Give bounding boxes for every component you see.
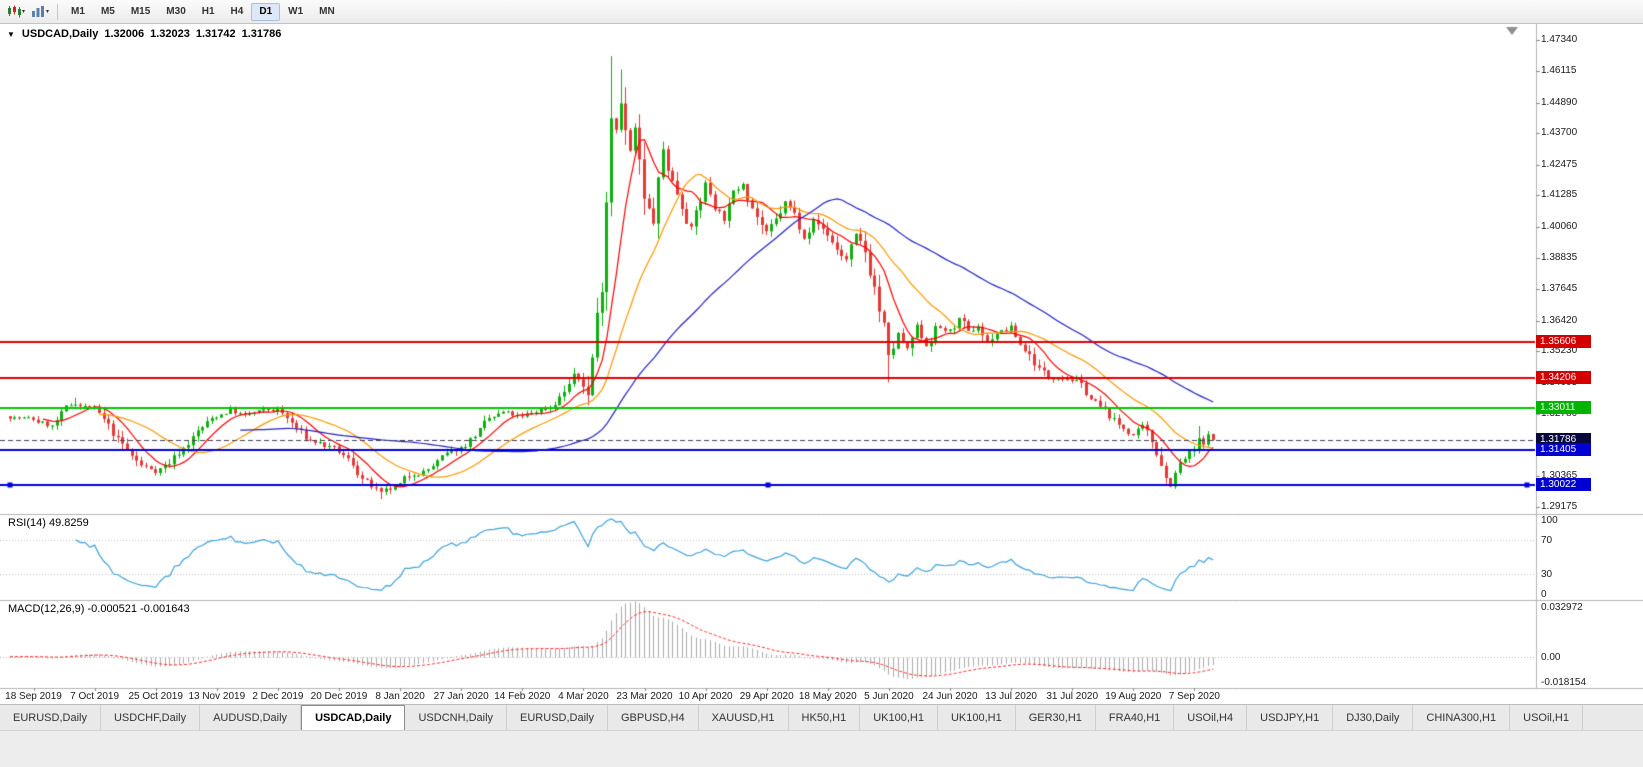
dropdown-arrow-icon: ▾	[46, 8, 50, 15]
price-scale-tick: 1.43700	[1541, 127, 1578, 139]
chart-window: ▼ USDCAD,Daily 1.32006 1.32023 1.31742 1…	[0, 24, 1643, 704]
date-label: 8 Jan 2020	[375, 691, 425, 702]
rsi-value: 49.8259	[48, 517, 89, 529]
timeframe-toolbar: M1 M5 M15 M30 H1 H4 D1 W1 MN	[63, 2, 343, 21]
price-level-label-1-35606: 1.35606	[1536, 334, 1591, 348]
new-chart-icon[interactable]: ▾	[4, 3, 28, 20]
chart-tab-uk100-h1[interactable]: UK100,H1	[937, 705, 1016, 730]
date-label: 2 Dec 2019	[252, 691, 304, 702]
date-label: 13 Jul 2020	[985, 691, 1037, 702]
date-label: 10 Apr 2020	[678, 691, 733, 702]
macd-name: MACD(12,26,9)	[8, 603, 85, 615]
chart-tab-usoil-h4[interactable]: USOil,H4	[1174, 705, 1248, 730]
timeframe-w1[interactable]: W1	[288, 5, 304, 17]
price-scale-tick: 1.41285	[1541, 189, 1578, 201]
macd-value: -0.000521 -0.001643	[87, 603, 190, 615]
ohlc-low: 1.31742	[195, 28, 236, 40]
price-level-label-1-30022: 1.30022	[1536, 478, 1591, 492]
chart-tab-china300-h1[interactable]: CHINA300,H1	[1413, 705, 1511, 730]
one-click-trading-arrow-icon[interactable]: ▼	[7, 29, 15, 39]
chart-tab-usdcad-daily[interactable]: USDCAD,Daily	[301, 705, 406, 730]
ohlc-close: 1.31786	[241, 28, 282, 40]
price-level-label-1-34206: 1.34206	[1536, 370, 1591, 384]
date-label: 31 Jul 2020	[1046, 691, 1099, 702]
price-scale-tick: 1.40060	[1541, 220, 1578, 232]
timeframe-m1[interactable]: M1	[71, 5, 85, 17]
chart-tab-usdcnh-daily[interactable]: USDCNH,Daily	[405, 705, 508, 730]
price-scale-tick: 1.44890	[1541, 96, 1578, 108]
macd-scale-tick: -0.018154	[1541, 677, 1587, 688]
chart-tab-xauusd-h1[interactable]: XAUUSD,H1	[698, 705, 789, 730]
date-label: 18 Sep 2019	[5, 691, 62, 702]
chart-tab-usdjpy-h1[interactable]: USDJPY,H1	[1247, 705, 1334, 730]
date-label: 24 Jun 2020	[922, 691, 978, 702]
chart-tab-eurusd-daily[interactable]: EURUSD,Daily	[0, 705, 101, 730]
chart-profiles-icon[interactable]: ▾	[28, 3, 52, 20]
price-scale-tick: 1.38835	[1541, 252, 1578, 264]
candlestick-chart-icon	[8, 5, 21, 18]
date-label: 4 Mar 2020	[558, 691, 609, 702]
chart-tab-fra40-h1[interactable]: FRA40,H1	[1095, 705, 1175, 730]
price-scale-tick: 1.37645	[1541, 283, 1578, 295]
price-scale-tick: 1.36420	[1541, 314, 1578, 326]
price-scale-tick: 1.46115	[1541, 65, 1577, 77]
macd-scale-tick: 0.032972	[1541, 602, 1583, 613]
status-bar	[0, 730, 1643, 767]
date-label: 5 Jun 2020	[864, 691, 914, 702]
timeframe-mn[interactable]: MN	[319, 5, 335, 17]
ohlc-open: 1.32006	[104, 28, 145, 40]
timeframe-m15[interactable]: M15	[130, 5, 151, 17]
dropdown-arrow-icon: ▾	[22, 8, 26, 15]
macd-scale-tick: 0.00	[1541, 651, 1561, 663]
price-scale-tick: 1.29175	[1541, 500, 1578, 512]
chart-tab-hk50-h1[interactable]: HK50,H1	[788, 705, 861, 730]
price-scale-tick: 1.35230	[1541, 345, 1578, 357]
date-label: 18 May 2020	[798, 691, 857, 702]
rsi-scale-tick: 100	[1541, 515, 1558, 526]
bar-chart-icon	[32, 6, 45, 17]
chart-canvas[interactable]	[0, 24, 1643, 704]
price-level-label-1-33011: 1.33011	[1536, 401, 1591, 415]
chart-tab-usdchf-daily[interactable]: USDCHF,Daily	[100, 705, 201, 730]
price-level-label-1-31405: 1.31405	[1536, 442, 1591, 456]
price-scale-tick: 1.47340	[1541, 33, 1578, 45]
chart-tab-usoil-h1[interactable]: USOil,H1	[1510, 705, 1583, 730]
timeframe-d1[interactable]: D1	[251, 2, 281, 21]
timeframe-h4[interactable]: H4	[230, 5, 244, 17]
date-label: 27 Jan 2020	[433, 691, 489, 702]
chart-tabs-bar: EURUSD,Daily USDCHF,Daily AUDUSD,Daily USDC…	[0, 704, 1643, 730]
chart-tab-dj30-daily[interactable]: DJ30,Daily	[1333, 705, 1414, 730]
date-label: 19 Aug 2020	[1105, 691, 1162, 702]
chart-tab-eurusd-daily[interactable]: EURUSD,Daily	[507, 705, 608, 730]
date-label: 7 Oct 2019	[70, 691, 120, 702]
timeframe-m30[interactable]: M30	[166, 5, 186, 17]
chart-tab-uk100-h1[interactable]: UK100,H1	[860, 705, 938, 730]
rsi-name: RSI(14)	[8, 517, 46, 529]
date-label: 14 Feb 2020	[494, 691, 551, 702]
timeframe-h1[interactable]: H1	[201, 5, 215, 17]
ohlc-high: 1.32023	[150, 28, 190, 40]
macd-label: MACD(12,26,9) -0.000521 -0.001643	[8, 603, 190, 615]
date-label: 13 Nov 2019	[188, 691, 246, 702]
chart-symbol: USDCAD,Daily	[21, 28, 99, 40]
date-label: 29 Apr 2020	[739, 691, 794, 702]
price-scale-tick: 1.42475	[1541, 158, 1578, 170]
date-label: 7 Sep 2020	[1168, 691, 1220, 702]
chart-tab-gbpusd-h4[interactable]: GBPUSD,H4	[608, 705, 699, 730]
rsi-scale-tick: 0	[1541, 589, 1547, 600]
rsi-scale-tick: 70	[1541, 534, 1553, 546]
timeframe-m5[interactable]: M5	[100, 5, 115, 17]
chart-tab-audusd-daily[interactable]: AUDUSD,Daily	[200, 705, 302, 730]
main-toolbar: ▾ ▾ M1 M5 M15 M30 H1 H4 D1 W1 MN	[0, 0, 1643, 24]
rsi-scale-tick: 30	[1541, 569, 1553, 581]
date-label: 20 Dec 2019	[310, 691, 368, 702]
price-level-label-1-31786: 1.31786	[1536, 432, 1591, 446]
chart-title: ▼ USDCAD,Daily 1.32006 1.32023 1.31742 1…	[7, 28, 281, 40]
price-scale-tick: 1.30365	[1541, 470, 1578, 482]
rsi-label: RSI(14) 49.8259	[8, 517, 89, 529]
date-label: 25 Oct 2019	[128, 691, 183, 702]
date-label: 23 Mar 2020	[616, 691, 673, 702]
toolbar-separator	[57, 3, 59, 20]
chart-tab-ger30-h1[interactable]: GER30,H1	[1015, 705, 1096, 730]
